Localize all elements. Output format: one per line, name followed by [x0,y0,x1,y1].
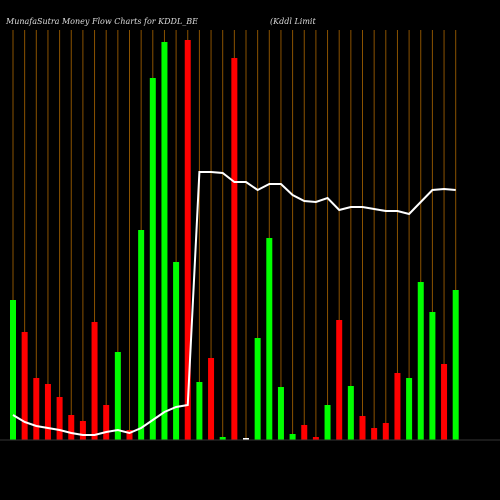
bar [429,312,436,440]
bar [219,437,226,440]
bar [68,415,75,440]
bar [394,373,401,440]
bar [173,262,180,440]
bar [406,378,413,440]
bar [359,416,366,440]
bar [382,423,389,440]
bar [347,386,354,440]
bar [277,387,284,440]
chart-title: MunafaSutra Money Flow Charts for KDDL_B… [5,17,198,26]
bar [254,338,261,440]
bar [266,238,273,440]
bar [149,78,156,440]
money-flow-line [12,171,456,436]
bar [208,358,215,440]
bar [301,425,308,440]
bar [336,320,343,440]
bar [417,282,424,440]
bar [243,438,249,440]
bar [126,430,133,440]
bar [441,364,448,440]
bar [114,352,121,440]
bar [289,434,296,440]
bar [10,300,16,440]
bar [79,421,86,440]
bar [324,405,331,440]
bar [91,322,98,440]
bar [44,384,51,440]
bar [56,397,63,440]
bar [21,332,28,440]
bar [184,40,191,440]
bar [452,290,459,440]
bar [103,405,110,440]
bar [231,58,238,440]
bar [138,230,145,440]
chart-subtitle: (Kddl Limit [270,17,316,26]
bar [161,42,168,440]
bar [371,428,378,440]
bar [312,437,319,440]
bar [196,382,203,440]
bar [33,378,40,440]
